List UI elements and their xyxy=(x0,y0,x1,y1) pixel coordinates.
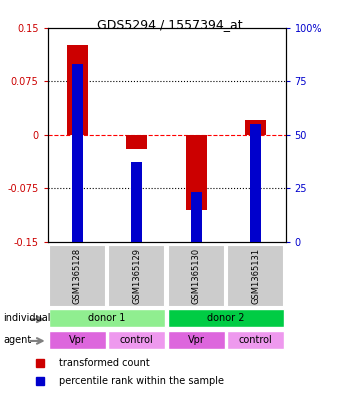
Text: individual: individual xyxy=(3,313,51,323)
Text: GDS5294 / 1557394_at: GDS5294 / 1557394_at xyxy=(97,18,243,31)
Text: GSM1365130: GSM1365130 xyxy=(192,248,201,304)
Bar xyxy=(132,162,142,242)
Text: agent: agent xyxy=(3,335,32,345)
Text: control: control xyxy=(120,335,154,345)
FancyBboxPatch shape xyxy=(49,245,106,307)
FancyBboxPatch shape xyxy=(168,331,225,349)
Text: transformed count: transformed count xyxy=(59,358,150,368)
Bar xyxy=(251,124,261,242)
Bar xyxy=(126,134,147,149)
FancyBboxPatch shape xyxy=(49,309,165,327)
Bar xyxy=(245,120,266,134)
Text: percentile rank within the sample: percentile rank within the sample xyxy=(59,376,224,386)
FancyBboxPatch shape xyxy=(108,245,165,307)
Bar xyxy=(191,193,202,242)
Text: Vpr: Vpr xyxy=(69,335,86,345)
Bar xyxy=(186,134,207,209)
Text: control: control xyxy=(239,335,273,345)
Text: GSM1365129: GSM1365129 xyxy=(132,248,141,304)
FancyBboxPatch shape xyxy=(108,331,165,349)
FancyBboxPatch shape xyxy=(168,245,225,307)
Text: Vpr: Vpr xyxy=(188,335,205,345)
FancyBboxPatch shape xyxy=(168,309,284,327)
Bar xyxy=(67,45,88,134)
Text: GSM1365131: GSM1365131 xyxy=(251,248,260,304)
Text: donor 2: donor 2 xyxy=(207,313,245,323)
Text: GSM1365128: GSM1365128 xyxy=(73,248,82,304)
FancyBboxPatch shape xyxy=(49,331,106,349)
Text: donor 1: donor 1 xyxy=(88,313,126,323)
FancyBboxPatch shape xyxy=(227,331,284,349)
Bar xyxy=(72,64,83,242)
FancyBboxPatch shape xyxy=(227,245,284,307)
